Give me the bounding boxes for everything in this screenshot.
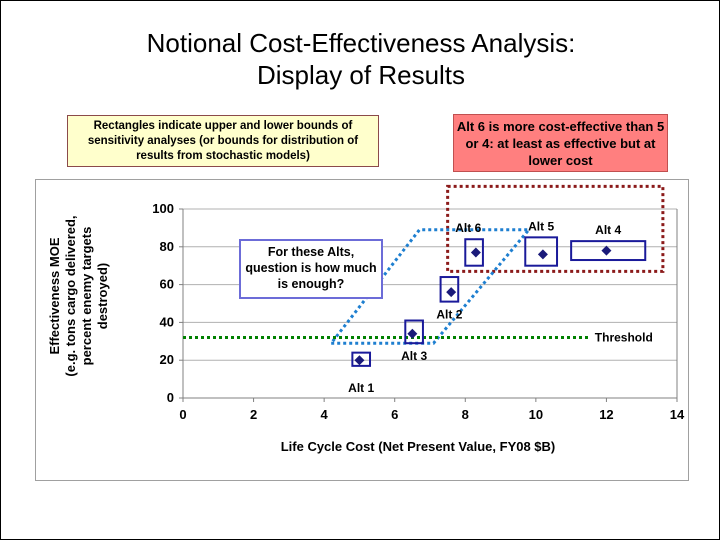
- how-much-region: [328, 228, 533, 345]
- y-tick-label: 20: [160, 352, 174, 367]
- point-label: Alt 4: [595, 223, 621, 237]
- page-title: Notional Cost-Effectiveness Analysis: Di…: [1, 27, 720, 91]
- y-title-line-3: percent enemy targets: [79, 226, 94, 366]
- data-point: [446, 287, 457, 298]
- point-label: Alt 1: [348, 381, 374, 395]
- title-line-2: Display of Results: [256, 60, 466, 90]
- y-title-line-2: (e.g. tons cargo delivered,: [63, 215, 78, 377]
- threshold-label: Threshold: [595, 331, 653, 345]
- sensitivity-box: [570, 240, 647, 262]
- point-label: Alt 2: [436, 308, 462, 322]
- data-point: [537, 249, 548, 260]
- sensitivity-box: [351, 351, 372, 367]
- x-tick-label: 6: [391, 407, 398, 422]
- x-axis-title: Life Cycle Cost (Net Present Value, FY08…: [281, 439, 556, 454]
- title-line-1: Notional Cost-Effectiveness Analysis:: [146, 28, 576, 58]
- data-point: [601, 245, 612, 256]
- y-tick-label: 40: [160, 314, 174, 329]
- y-title-line-1: Effectiveness MOE: [47, 237, 62, 355]
- x-tick-label: 2: [250, 407, 257, 422]
- point-label: Alt 3: [401, 349, 427, 363]
- data-point: [407, 328, 418, 339]
- x-tick-label: 4: [321, 407, 329, 422]
- rectangles-note: Rectangles indicate upper and lower boun…: [67, 115, 379, 167]
- y-tick-label: 80: [160, 239, 174, 254]
- x-tick-label: 14: [670, 407, 685, 422]
- x-tick-label: 0: [179, 407, 186, 422]
- point-label: Alt 5: [528, 219, 554, 233]
- x-tick-label: 10: [529, 407, 543, 422]
- how-much-callout: For these Alts, question is how much is …: [239, 239, 383, 299]
- data-point: [354, 355, 365, 366]
- y-tick-label: 60: [160, 277, 174, 292]
- sensitivity-box: [464, 238, 484, 267]
- sensitivity-box: [439, 276, 460, 303]
- y-tick-label: 100: [152, 201, 174, 216]
- data-point: [470, 247, 481, 258]
- alt6-note: Alt 6 is more cost-effective than 5 or 4…: [453, 114, 668, 172]
- sensitivity-box: [404, 319, 424, 345]
- x-tick-label: 8: [462, 407, 469, 422]
- sensitivity-box: [524, 236, 559, 267]
- chart-panel: [35, 179, 689, 481]
- point-label: Alt 6: [455, 221, 481, 235]
- x-tick-label: 12: [599, 407, 613, 422]
- y-title-line-4: destroyed): [95, 262, 110, 330]
- y-tick-label: 0: [167, 390, 174, 405]
